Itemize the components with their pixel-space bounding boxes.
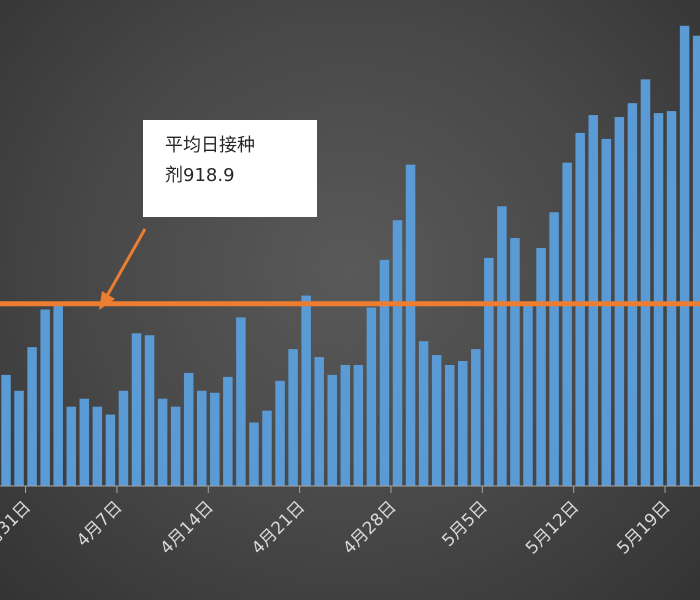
bar — [105, 414, 116, 486]
bars-group — [1, 25, 700, 487]
x-tick-label: 5月5日 — [438, 497, 491, 550]
bar — [27, 347, 37, 486]
x-tick-label: 4月7日 — [73, 497, 126, 550]
bar — [223, 376, 233, 486]
bar — [340, 365, 351, 486]
bar — [523, 301, 533, 486]
bar — [157, 398, 168, 486]
bar — [301, 295, 311, 486]
bar — [314, 357, 324, 486]
bar — [92, 406, 103, 486]
bar — [379, 259, 390, 486]
x-tick-label: 4月28日 — [339, 497, 400, 558]
bar — [1, 374, 11, 486]
bar — [588, 115, 598, 487]
bar — [183, 372, 194, 486]
annotation-arrow — [99, 228, 147, 310]
bar — [249, 422, 259, 486]
bar — [471, 349, 481, 486]
bar — [366, 307, 377, 486]
bar — [679, 25, 690, 486]
annotation-line-2: 剂918.9 — [165, 165, 235, 186]
bar — [14, 390, 24, 486]
bar — [431, 355, 442, 486]
x-tick-label: 3月31日 — [0, 497, 35, 558]
bar — [131, 333, 142, 486]
bar — [510, 238, 520, 486]
average-annotation-box: 平均日接种 剂918.9 — [143, 120, 317, 217]
x-ticks-group: 3月31日 4月7日 4月14日 4月21日 4月28日 5月5日 5月12日 5月19日 — [0, 486, 675, 559]
bar — [118, 390, 129, 486]
bar — [40, 309, 50, 486]
bar — [497, 206, 507, 487]
bar — [262, 410, 272, 486]
x-tick-label: 5月19日 — [613, 497, 674, 558]
bar — [575, 132, 585, 486]
bar — [418, 341, 429, 486]
bar — [197, 390, 207, 486]
bar — [444, 365, 455, 486]
bar — [170, 406, 181, 486]
bar — [53, 303, 63, 486]
bar — [484, 257, 494, 486]
bar — [549, 212, 559, 486]
bar — [562, 162, 572, 486]
bar — [601, 138, 612, 487]
x-tick-label: 5月12日 — [522, 497, 583, 558]
bar — [144, 335, 155, 486]
bar — [236, 317, 246, 486]
bar — [327, 374, 337, 486]
bar — [353, 365, 364, 486]
bar — [275, 380, 285, 486]
bar — [405, 164, 416, 486]
bar — [458, 361, 468, 486]
bar — [210, 392, 220, 486]
bar — [392, 220, 403, 486]
bar — [288, 349, 298, 486]
annotation-line-1: 平均日接种 — [165, 135, 255, 156]
bar — [653, 113, 664, 486]
x-tick-label: 4月14日 — [157, 497, 218, 558]
bar — [79, 398, 90, 486]
bar — [627, 103, 638, 487]
bar — [666, 111, 677, 486]
bar — [692, 35, 700, 487]
x-tick-label: 4月21日 — [248, 497, 309, 558]
bar — [640, 79, 651, 486]
bar — [536, 247, 546, 486]
bar — [66, 406, 76, 486]
